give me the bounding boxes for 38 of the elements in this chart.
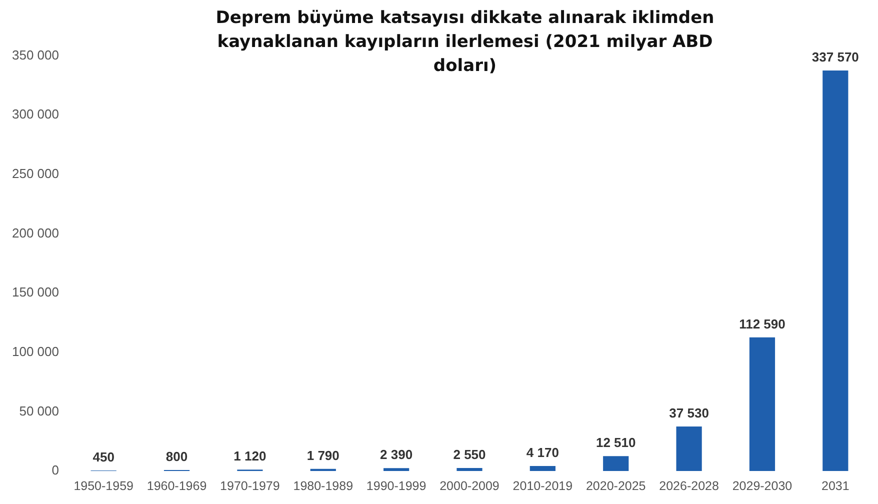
x-tick-label: 1970-1979 xyxy=(220,478,280,493)
y-tick-label: 350 000 xyxy=(12,47,59,62)
data-label: 2 550 xyxy=(453,447,486,462)
bar xyxy=(456,468,482,471)
y-tick-label: 100 000 xyxy=(12,344,59,359)
bar xyxy=(749,337,776,471)
data-label: 112 590 xyxy=(739,316,786,332)
bar xyxy=(384,468,410,471)
x-tick-label: 2031 xyxy=(822,478,850,493)
bar xyxy=(530,466,556,471)
y-tick-label: 200 000 xyxy=(12,225,59,240)
x-tick-label: 1980-1989 xyxy=(293,478,354,493)
data-label: 2 390 xyxy=(380,447,413,462)
data-label: 12 510 xyxy=(596,435,636,450)
data-label: 37 530 xyxy=(669,406,709,421)
x-tick-label: 1990-1999 xyxy=(366,478,426,493)
data-label: 1 790 xyxy=(306,448,340,463)
y-tick-label: 250 000 xyxy=(12,166,59,182)
data-label: 337 570 xyxy=(812,50,859,65)
y-tick-label: 150 000 xyxy=(12,284,59,300)
x-tick-label: 2020-2025 xyxy=(586,478,646,493)
data-label: 1 120 xyxy=(234,448,266,464)
data-label: 4 170 xyxy=(526,445,559,460)
x-tick-label: 2000-2009 xyxy=(440,478,500,493)
x-tick-label: 2029-2030 xyxy=(732,478,792,493)
bar xyxy=(822,70,848,471)
chart-title: Deprem büyüme katsayısı dikkate alınarak iklimden kaynaklanan kayıpların ilerlemesi (2021 milyar ABD doları) xyxy=(214,7,716,78)
bar xyxy=(676,426,702,471)
x-tick-label: 2010-2019 xyxy=(512,478,573,493)
y-tick-label: 300 000 xyxy=(12,106,59,122)
y-tick-label: 0 xyxy=(52,462,59,478)
bar xyxy=(603,456,629,471)
data-label: 450 xyxy=(92,450,114,465)
x-tick-label: 2026-2028 xyxy=(659,478,719,493)
x-tick-label: 1960-1969 xyxy=(146,478,207,493)
y-tick-label: 50 000 xyxy=(19,403,59,418)
data-label: 800 xyxy=(166,449,188,464)
x-tick-label: 1950-1959 xyxy=(74,478,134,493)
